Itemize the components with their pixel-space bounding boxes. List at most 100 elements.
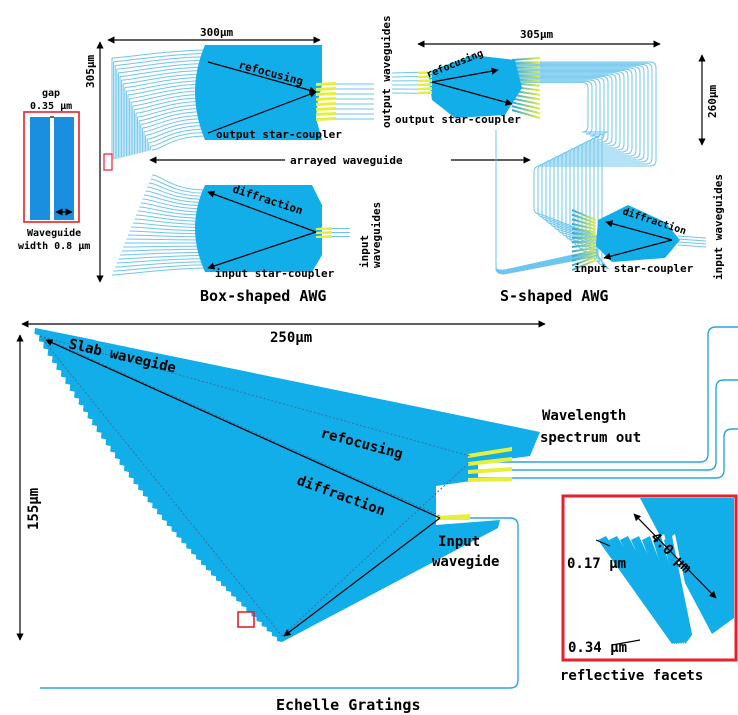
facet-gap1-label: 0.17 μm: [567, 556, 626, 572]
taper: [571, 232, 597, 237]
box-diffraction-arrow-1: [207, 190, 317, 233]
s-output-taper: [418, 71, 432, 74]
s-arrayed-waveguide: [515, 65, 645, 241]
arrayed-waveguide: [124, 77, 202, 88]
arrayed-waveguide: [126, 238, 201, 241]
taper: [571, 255, 597, 267]
s-awg-arrayed-waveguides: [495, 57, 657, 275]
input-waveguide-label-2: wavegide: [432, 554, 499, 570]
arrayed-waveguide: [135, 214, 200, 222]
taper: [511, 109, 541, 119]
echelle-diffraction-arrow-1: [45, 339, 441, 519]
s-arrayed-waveguide: [515, 69, 629, 245]
arrayed-waveguide: [145, 190, 205, 203]
output-taper: [316, 92, 336, 96]
output-taper: [316, 97, 336, 101]
s-refocus-arrow-2: [431, 81, 513, 106]
output-taper: [316, 112, 336, 116]
arrayed-waveguide: [131, 226, 199, 232]
s-output-taper: [418, 79, 432, 82]
s-arrayed-waveguide: [515, 63, 649, 239]
arrayed-waveguide: [123, 73, 202, 85]
echelle-slab: [35, 328, 540, 642]
s-height-dim: 260μm: [706, 85, 719, 118]
facet-gap2-pointer: [611, 639, 641, 646]
s-input-waveguide: [677, 241, 707, 245]
taper: [511, 101, 541, 110]
echelle-width-dim: 250μm: [270, 330, 312, 346]
facet-length-arrow: [633, 513, 717, 599]
s-output-taper: [418, 91, 432, 94]
s-output-taper: [418, 75, 432, 78]
s-arrayed-waveguide: [515, 79, 601, 263]
box-output-waveguide-lines: [336, 83, 374, 120]
taper: [571, 259, 597, 271]
box-output-star-coupler-label: output star-coupler: [216, 128, 342, 141]
box-diffraction-arrow-2: [207, 231, 317, 270]
s-output-star-coupler-label: output star-coupler: [395, 113, 521, 126]
facet-inset-frame: [561, 494, 738, 662]
box-awg: refocusing output star-coupler diffracti…: [84, 15, 531, 305]
s-input-waveguides-label: input waveguides: [712, 174, 725, 280]
box-output-waveguides-label: output waveguides: [380, 15, 393, 128]
box-awg-title: Box-shaped AWG: [200, 287, 326, 305]
echelle-height-dim: 155μm: [26, 488, 42, 530]
s-arrayed-waveguide: [515, 72, 621, 248]
box-height-dim: 305μm: [84, 55, 97, 88]
s-width-dim: 305μm: [520, 28, 553, 41]
input-taper: [316, 235, 332, 238]
box-refocus-arrow-2: [207, 90, 317, 134]
taper: [571, 243, 597, 248]
taper: [571, 218, 597, 228]
arrayed-waveguide: [132, 94, 199, 107]
s-arrayed-waveguide: [515, 80, 605, 266]
s-output-taper: [418, 87, 432, 90]
waveguide-width-label-1: Waveguide: [27, 227, 81, 239]
echelle-ray-lines: [39, 335, 471, 637]
echelle: Slab wavegide refocusing diffraction Wav…: [16, 320, 738, 714]
arrayed-waveguide: [113, 52, 207, 63]
arrayed-waveguide: [134, 97, 200, 111]
s-awg-title: S-shaped AWG: [500, 287, 608, 305]
taper: [571, 252, 597, 262]
taper: [571, 236, 597, 240]
wavelength-label-2: spectrum out: [540, 430, 641, 446]
box-width-dim: 300μm: [200, 26, 233, 39]
s-awg: refocusing output star-coupler diffracti…: [391, 28, 725, 305]
arrayed-waveguide: [129, 87, 200, 99]
arrayed-waveguide: [147, 186, 205, 200]
arrayed-waveguide: [118, 63, 205, 74]
box-input-taper: [316, 227, 350, 238]
box-input-label-2: waveguides: [370, 202, 383, 268]
s-arrayed-waveguide: [515, 61, 657, 237]
s-output-waveguide-lines: [391, 71, 432, 94]
taper: [571, 227, 597, 234]
s-arrayed-waveguide: [515, 67, 637, 243]
arrayed-waveguide: [111, 49, 208, 59]
facet-gap1-pointer: [595, 539, 611, 547]
output-taper: [316, 87, 336, 91]
arrayed-waveguide: [129, 230, 200, 235]
gap-inset: gap 0.35 μm Waveguide width 0.8 μm: [18, 88, 90, 252]
arrayed-waveguide-label: arrayed waveguide: [290, 154, 403, 167]
arrayed-waveguide: [145, 121, 205, 136]
arrayed-waveguide: [140, 202, 202, 213]
input-taper: [316, 227, 332, 230]
arrayed-waveguide: [143, 118, 204, 133]
echelle-grating-facets: [34, 328, 323, 642]
s-arrayed-waveguide: [515, 62, 653, 238]
s-arrayed-waveguide: [515, 66, 641, 242]
gap-inset-frame: [23, 111, 80, 223]
output-taper: [316, 117, 336, 121]
arrayed-waveguide: [139, 107, 202, 122]
gap-waveguide-left: [30, 117, 50, 220]
echelle-output-tapers: [436, 447, 512, 520]
arrayed-waveguide: [115, 261, 206, 268]
taper: [511, 61, 541, 65]
taper: [571, 209, 597, 221]
box-output-slab: [195, 45, 322, 140]
arrayed-waveguide: [113, 264, 207, 272]
taper: [511, 97, 541, 106]
s-arrayed-waveguide: [495, 234, 599, 271]
